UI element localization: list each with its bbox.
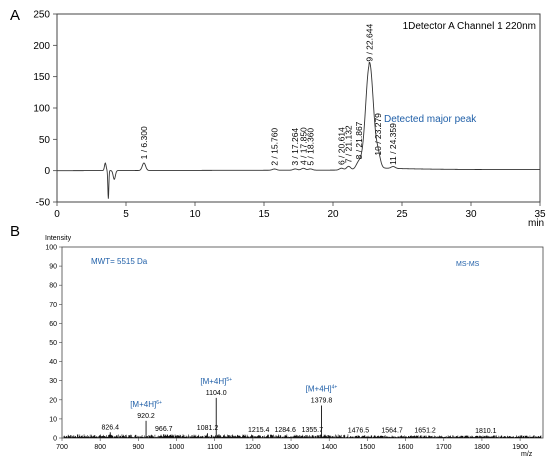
panel-b-y-tick-label: 50 [49,340,57,347]
panel-b-x-tick-label: 1600 [398,444,414,451]
panel-b-y-tick-label: 80 [49,283,57,290]
panel-a-peak-label: 6 / 20.614 [336,127,346,165]
panel-a-x-tick-label: 10 [189,209,201,220]
panel-a-peak-label: 8 / 21.867 [354,121,364,159]
panel-b-peak-label: 1215.4 [248,427,270,434]
panel-a-x-tick-label: 5 [123,209,129,220]
panel-b-peak-label: 1081.2 [197,425,219,432]
panel-b-x-tick-label: 800 [94,444,106,451]
panel-b-x-tick-label: 900 [133,444,145,451]
panel-b-ion-label: [M+4H]4+ [306,385,338,394]
panel-b-peak-label: 1564.7 [381,428,403,435]
panel-b-x-tick-label: 1900 [512,444,528,451]
panel-b-x-tick-label: 1100 [207,444,222,451]
panel-b-peak-label: 1651.2 [414,428,436,435]
panel-b-peak-label: 1355.7 [302,427,324,434]
panel-a-peak-label: 7 / 21.132 [344,125,354,163]
panel-a-x-tick-label: 35 [534,209,546,220]
panel-b-plot-frame [61,246,544,439]
panel-a-y-tick-label: 0 [44,166,50,177]
panel-b-y-tick-label: 90 [49,264,57,271]
panel-b-peak-label: 1284.6 [274,427,296,434]
panel-a-y-tick-label: 200 [33,41,50,52]
panel-b-x-tick-label: 700 [56,444,68,451]
panel-b-ion-charge: 4+ [332,385,338,391]
panel-b-xlabel: m/z [521,451,533,458]
panel-a-plot-frame [56,13,541,203]
panel-a-y-tick-label: 50 [39,135,51,146]
panel-a-peak-label: 4 / 17.850 [298,127,308,165]
panel-b-peak-label: 1810.1 [475,428,497,435]
panel-b-x-tick-label: 1500 [360,444,376,451]
panel-b-peak-label: 966.7 [155,426,173,433]
panel-b-ion-base: [M+4H] [130,400,156,409]
panel-a-peak-label: 3 / 17.264 [290,128,300,166]
panel-a-chromatogram-trace [57,61,540,199]
panel-a-x-tick-label: 20 [327,209,339,220]
panel-b-x-tick-label: 1200 [245,444,261,451]
panel-b-y-tick-label: 40 [49,359,57,366]
panel-b-x-tick-label: 1400 [321,444,337,451]
panel-b-ion-label: [M+4H]6+ [130,400,162,409]
panel-b-ion-base: [M+4H] [200,377,226,386]
panel-b-y-tick-label: 30 [49,378,57,385]
panel-a-x-tick-label: 25 [396,209,408,220]
panel-a-xlabel: min [528,218,544,229]
panel-b-ion-label: [M+4H]5+ [200,377,232,386]
panel-a-label: A [10,7,20,24]
panel-b-y-tick-label: 100 [45,245,57,252]
panel-a-peak-label: 9 / 22.644 [364,24,374,62]
panel-b-noise-floor [63,434,542,438]
panel-b-y-tick-label: 20 [49,397,57,404]
panel-a-y-tick-label: 100 [33,104,50,115]
panel-a-x-tick-label: 15 [258,209,270,220]
panel-b-x-tick-label: 1000 [169,444,185,451]
panel-b-y-tick-label: 10 [49,416,57,423]
panel-b-x-tick-label: 1300 [283,444,299,451]
panel-b-y-tick-label: 60 [49,321,57,328]
panel-a-x-tick-label: 0 [54,209,60,220]
panel-b-ion-charge: 6+ [156,400,162,406]
panel-b-axes: 700 800 900 1000 1100 1200 1300 1400 1500 1600 170… [45,245,528,452]
panel-a-peak-label: 2 / 15.760 [269,128,279,166]
panel-a-peak-label: 10 / 23.279 [373,113,383,156]
panel-b-label: B [10,223,20,240]
panel-a-y-tick-label: 150 [33,72,50,83]
panel-a-y-tick-label: 250 [33,10,50,21]
panel-b-mwt-label: MWT= 5515 Da [91,257,148,266]
panel-b-y-tick-label: 0 [53,436,57,443]
panel-a-y-tick-label: -50 [36,198,51,209]
panel-a-annotation: Detected major peak [384,114,477,125]
panel-b-noise [63,434,542,438]
panel-b-ion-charge: 5+ [226,377,232,383]
panel-a-channel-label: 1Detector A Channel 1 220nm [403,21,536,32]
panel-b-y-tick-label: 70 [49,302,57,309]
panel-b-x-tick-label: 1700 [436,444,452,451]
panel-b-peak-label: 826.4 [101,424,119,431]
panel-a-peak-label: 1 / 6.300 [139,126,149,159]
panel-b-ion-base: [M+4H] [306,385,332,394]
panel-a-peak-label: 11 / 24.359 [388,123,398,165]
panel-b-peak-label: 1104.0 [206,390,227,397]
panel-a-x-tick-label: 30 [465,209,477,220]
panel-a-peak-label: 5 / 18.360 [305,128,315,166]
panel-b-peak-label: 920.2 [137,413,155,420]
panel-b-x-tick-label: 1800 [474,444,490,451]
panel-b-mode-label: MS-MS [456,261,480,268]
panel-b-peak-label: 1476.5 [348,428,370,435]
panel-b-ylabel: Intensity [45,235,72,242]
panel-b-peak-label: 1379.8 [311,398,333,405]
